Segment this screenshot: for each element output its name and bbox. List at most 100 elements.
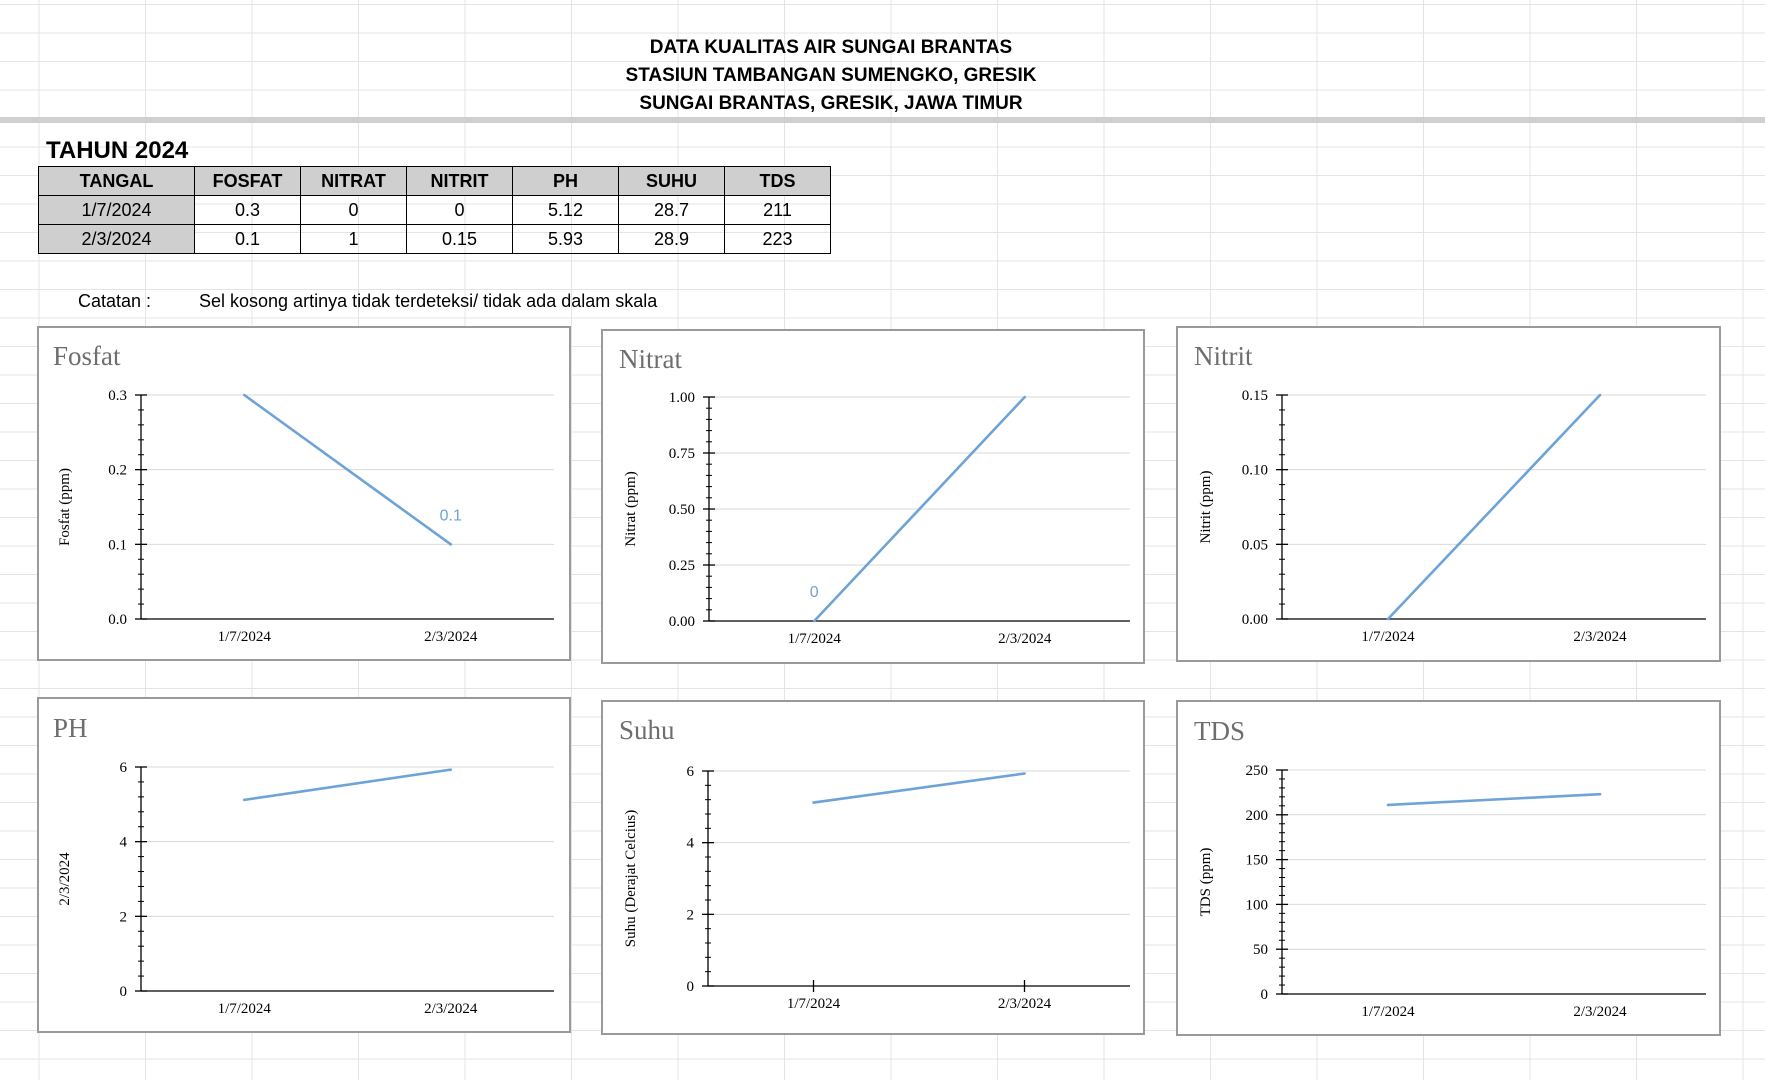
y-tick-label: 0.0: [108, 612, 127, 628]
table-cell[interactable]: 0: [406, 195, 513, 225]
chart-fosfat[interactable]: Fosfat 0.0 0.1 0.2 0.3 1/7/2024 2/3/2024 Fosfat…: [37, 326, 571, 661]
y-axis-label: Nitrat (ppm): [623, 471, 639, 546]
y-tick-label: 2: [687, 907, 695, 923]
series-line: [1387, 394, 1601, 620]
y-tick-label: 50: [1253, 942, 1268, 958]
x-tick-label: 1/7/2024: [218, 629, 272, 645]
table-cell[interactable]: 1: [300, 224, 407, 254]
table-title: TAHUN 2024: [46, 137, 189, 164]
data-point: [812, 801, 815, 804]
chart-ph[interactable]: PH 0 2 4 6 1/7/2024 2/3/2024 2/3/2024: [37, 697, 571, 1033]
chart-title: Nitrit: [1194, 341, 1253, 371]
column-header[interactable]: PH: [512, 166, 619, 196]
table-row: 2/3/2024 0.1 1 0.15 5.93 28.9 223: [38, 224, 831, 254]
data-point: [1386, 617, 1390, 621]
chart-svg: Nitrat 0.00 0.25 0.50 0.75 1.00 1/7/2024 2/3/20…: [619, 344, 1130, 647]
chart-nitrat[interactable]: Nitrat 0.00 0.25 0.50 0.75 1.00 1/7/2024 2/3/20…: [601, 329, 1145, 664]
header-separator: [0, 117, 1765, 123]
y-tick-label: 6: [120, 760, 128, 776]
table-cell[interactable]: 5.93: [512, 224, 619, 254]
table-cell-date[interactable]: 1/7/2024: [38, 195, 195, 225]
chart-tds[interactable]: TDS 0 50 100 150 200 250 1/7/2024 2/3/2024 TDS (p…: [1176, 700, 1721, 1036]
chart-title: Nitrat: [619, 344, 682, 374]
data-point: [449, 543, 453, 546]
column-header[interactable]: SUHU: [618, 166, 725, 196]
table-cell[interactable]: 28.9: [618, 224, 725, 254]
data-point: [449, 768, 453, 771]
header-title-line-3: SUNGAI BRANTAS, GRESIK, JAWA TIMUR: [639, 93, 1023, 114]
column-header[interactable]: TDS: [724, 166, 831, 196]
table-cell-date[interactable]: 2/3/2024: [38, 224, 195, 254]
table-cell[interactable]: 223: [724, 224, 831, 254]
y-tick-label: 0.10: [1242, 463, 1268, 479]
column-header[interactable]: FOSFAT: [194, 166, 301, 196]
series-line: [1387, 792, 1601, 807]
data-table: TANGAL FOSFAT NITRAT NITRIT PH SUHU TDS …: [38, 166, 831, 254]
series-line: [813, 772, 1025, 804]
y-tick-label: 0.05: [1242, 537, 1268, 553]
y-tick-label: 6: [687, 764, 695, 780]
column-header[interactable]: NITRIT: [406, 166, 513, 196]
table-cell[interactable]: 28.7: [618, 195, 725, 225]
table-row: 1/7/2024 0.3 0 0 5.12 28.7 211: [38, 195, 831, 225]
x-tick-label: 1/7/2024: [1361, 1004, 1415, 1020]
column-header[interactable]: TANGAL: [38, 166, 195, 196]
y-axis-label: Suhu (Derajat Celcius): [623, 810, 639, 947]
table-cell[interactable]: 211: [724, 195, 831, 225]
x-tick-label: 2/3/2024: [998, 631, 1052, 647]
table-header-row: TANGAL FOSFAT NITRAT NITRIT PH SUHU TDS: [38, 166, 831, 196]
data-point: [1023, 772, 1026, 775]
series-line: [813, 396, 1026, 622]
chart-svg: Fosfat 0.0 0.1 0.2 0.3 1/7/2024 2/3/2024 Fosfat…: [53, 341, 554, 645]
y-tick-label: 0.2: [108, 463, 127, 479]
table-cell[interactable]: 0: [300, 195, 407, 225]
y-tick-label: 0.50: [669, 502, 695, 518]
data-point: [242, 798, 246, 802]
data-point: [1598, 792, 1602, 796]
y-tick-label: 0.15: [1242, 388, 1268, 404]
x-tick-label: 1/7/2024: [1361, 629, 1415, 645]
chart-nitrit[interactable]: Nitrit 0.00 0.05 0.10 0.15 1/7/2024 2/3/2024 Ni…: [1176, 326, 1721, 662]
chart-svg: TDS 0 50 100 150 200 250 1/7/2024 2/3/2024 TDS (p…: [1194, 716, 1706, 1020]
note-label: Catatan :: [78, 291, 152, 311]
table-cell[interactable]: 0.3: [194, 195, 301, 225]
y-axis-label: 2/3/2024: [57, 852, 73, 906]
table-cell[interactable]: 0.15: [406, 224, 513, 254]
header-title-line-1: DATA KUALITAS AIR SUNGAI BRANTAS: [649, 37, 1013, 58]
y-tick-label: 150: [1246, 853, 1269, 869]
series-line: [243, 393, 452, 546]
data-point: [812, 619, 816, 623]
chart-suhu[interactable]: Suhu 0 2 4 6 1/7/2024 2/3/2024 Suhu (Derajat Ce…: [601, 700, 1145, 1035]
note-text[interactable]: Sel kosong artinya tidak terdeteksi/ tid…: [199, 291, 658, 311]
data-point: [1023, 395, 1027, 399]
y-tick-label: 0.25: [669, 558, 695, 574]
chart-title: Suhu: [619, 715, 675, 745]
chart-title: TDS: [1194, 716, 1245, 746]
y-tick-label: 2: [120, 909, 128, 925]
y-axis-label: Nitrit (ppm): [1198, 471, 1214, 544]
x-tick-label: 2/3/2024: [424, 629, 478, 645]
column-header[interactable]: NITRAT: [300, 166, 407, 196]
y-tick-label: 1.00: [669, 390, 695, 406]
chart-svg: Suhu 0 2 4 6 1/7/2024 2/3/2024 Suhu (Derajat Ce…: [619, 715, 1130, 1012]
y-tick-label: 0.00: [1242, 612, 1268, 628]
table-cell[interactable]: 0.1: [194, 224, 301, 254]
y-tick-label: 0: [687, 979, 695, 995]
y-tick-label: 100: [1246, 897, 1269, 913]
y-tick-label: 4: [120, 835, 128, 851]
y-tick-label: 250: [1246, 763, 1269, 779]
series-line: [244, 768, 451, 802]
y-tick-label: 0.75: [669, 446, 695, 462]
data-point: [1598, 393, 1602, 397]
chart-svg: PH 0 2 4 6 1/7/2024 2/3/2024 2/3/2024: [53, 713, 554, 1017]
y-tick-label: 0.3: [108, 388, 127, 404]
data-point: [1386, 803, 1390, 807]
data-label: 0.1: [440, 507, 462, 524]
y-axis-label: Fosfat (ppm): [57, 468, 73, 546]
x-tick-label: 2/3/2024: [1573, 1004, 1627, 1020]
table-cell[interactable]: 5.12: [512, 195, 619, 225]
x-tick-label: 1/7/2024: [787, 996, 841, 1012]
header-title-line-2: STASIUN TAMBANGAN SUMENGKO, GRESIK: [625, 65, 1037, 86]
x-tick-label: 1/7/2024: [218, 1001, 272, 1017]
data-label: 0: [810, 584, 819, 601]
